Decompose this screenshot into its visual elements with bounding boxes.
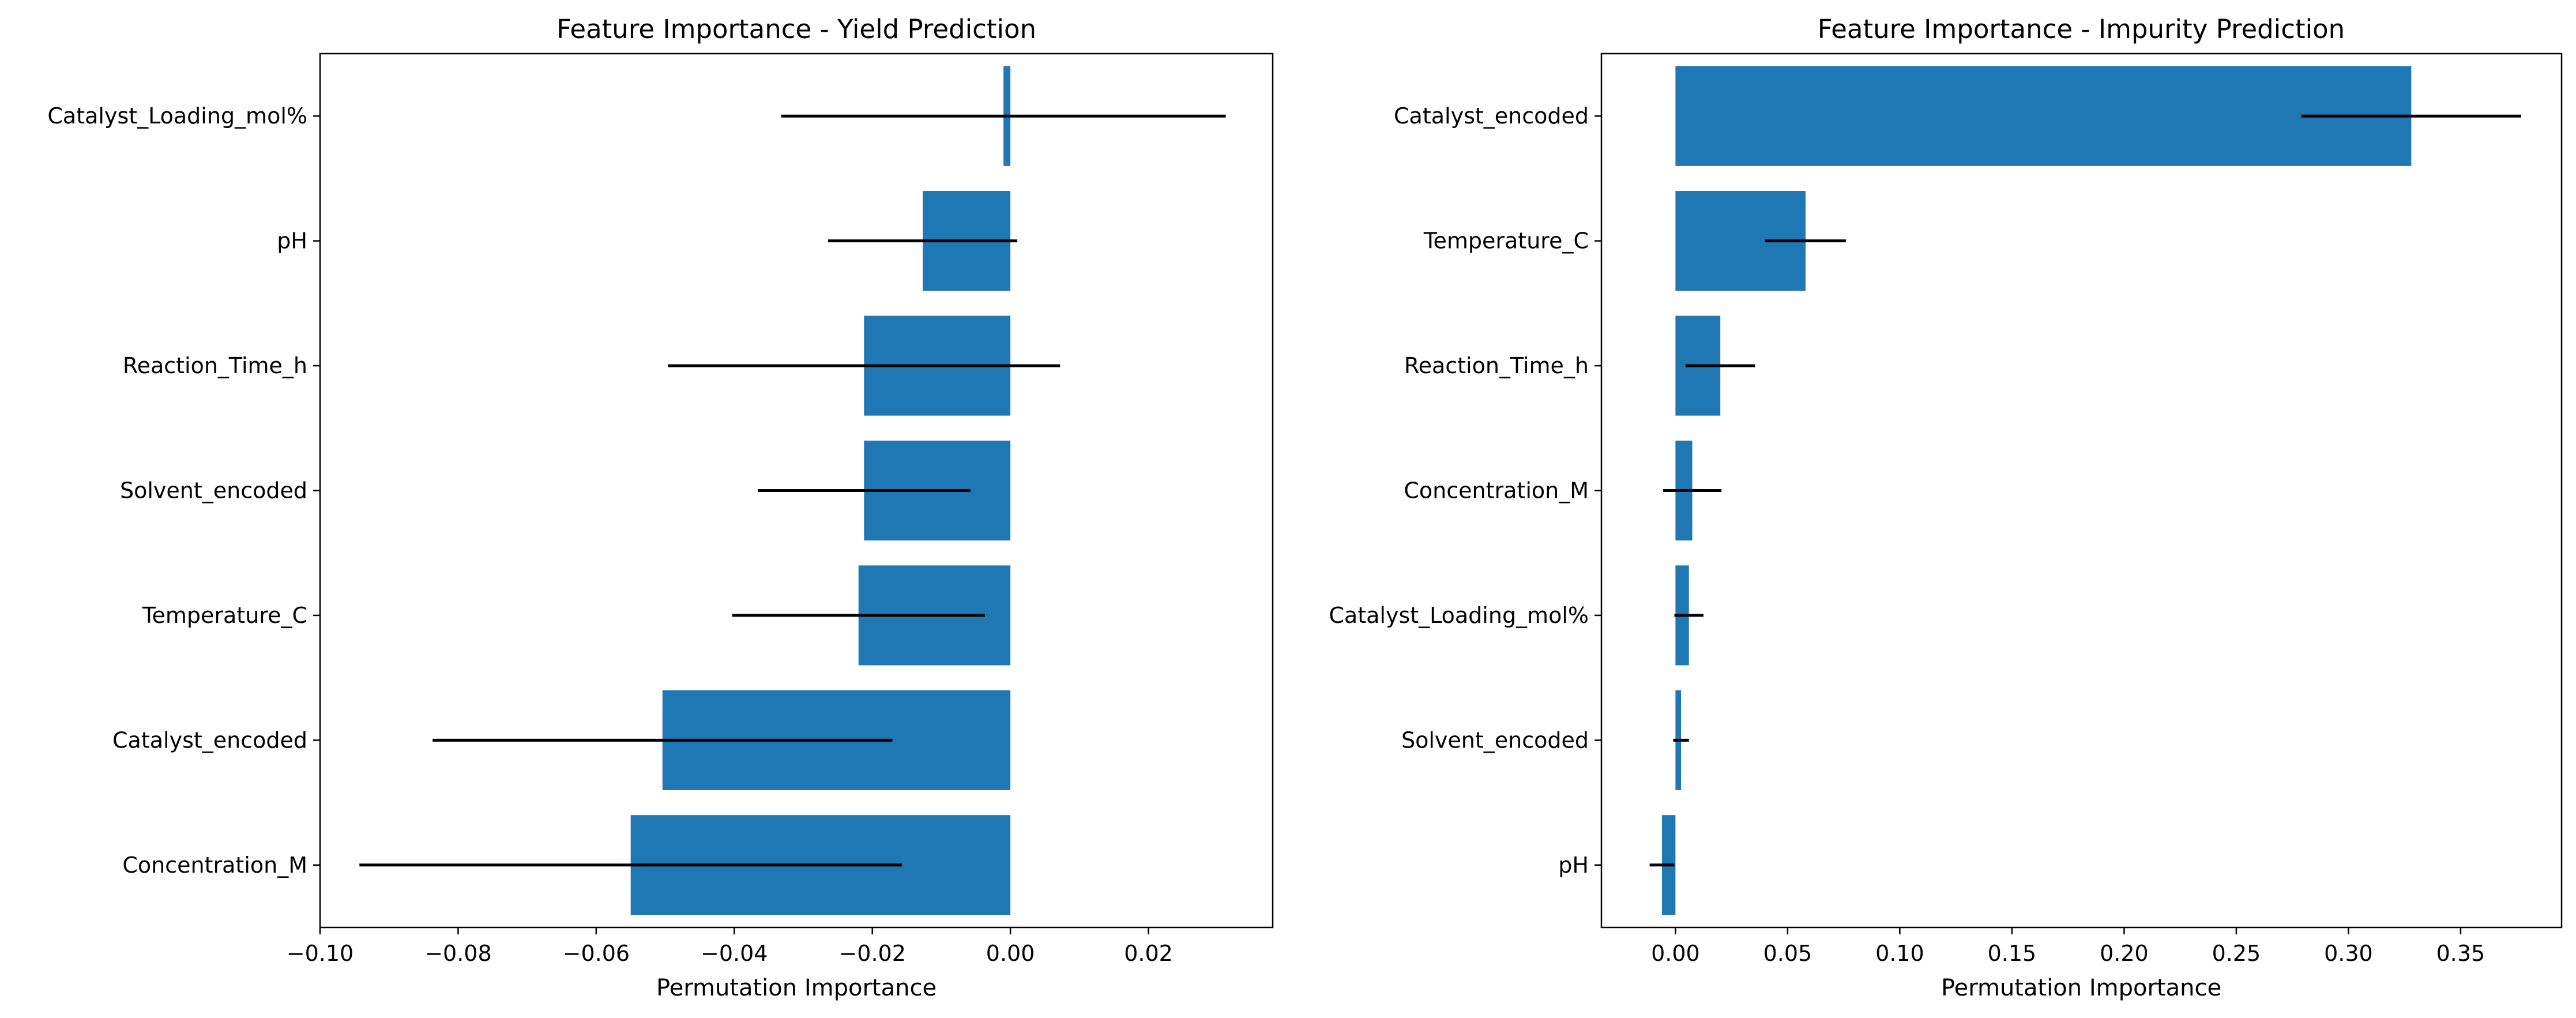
yield-ytick-label-4: Temperature_C [142,603,307,628]
impurity-ytick-label-0: Catalyst_encoded [1394,103,1589,129]
yield-xtick-label-0: −0.10 [287,941,354,966]
impurity-xtick-label-2: 0.10 [1875,941,1924,966]
impurity-chart-xlabel: Permutation Importance [1941,975,2221,1001]
impurity-ytick-label-2: Reaction_Time_h [1404,353,1589,378]
impurity-ytick-label-3: Concentration_M [1404,478,1589,504]
yield-ytick-label-6: Concentration_M [122,852,307,878]
impurity-bar-0 [1675,66,2412,166]
yield-ytick-label-5: Catalyst_encoded [112,727,307,753]
impurity-ytick-label-5: Solvent_encoded [1401,727,1589,753]
yield-chart-xlabel: Permutation Importance [656,975,937,1001]
yield-chart-plot-area: Catalyst_Loading_mol% pH Reaction_Time_h So… [47,52,1274,966]
yield-xtick-label-3: −0.04 [701,941,768,966]
yield-ytick-label-3: Solvent_encoded [120,478,307,504]
impurity-ytick-label-1: Temperature_C [1423,228,1589,254]
impurity-xtick-label-6: 0.30 [2324,941,2373,966]
yield-chart-title: Feature Importance - Yield Prediction [556,14,1036,44]
impurity-xtick-label-1: 0.05 [1763,941,1812,966]
yield-ytick-label-2: Reaction_Time_h [123,353,307,378]
yield-chart: Feature Importance - Yield Prediction Pe… [47,14,1274,1001]
yield-xtick-label-4: −0.02 [838,941,905,966]
impurity-xtick-label-3: 0.15 [1988,941,2037,966]
impurity-ytick-label-6: pH [1558,852,1589,878]
impurity-chart: Feature Importance - Impurity Prediction… [1329,14,2563,1001]
impurity-xtick-label-7: 0.35 [2436,941,2485,966]
impurity-xtick-label-5: 0.25 [2212,941,2261,966]
yield-xtick-label-1: −0.08 [424,941,491,966]
impurity-chart-title: Feature Importance - Impurity Prediction [1818,14,2345,44]
yield-xtick-label-5: 0.00 [986,941,1035,966]
yield-xtick-label-2: −0.06 [563,941,630,966]
impurity-chart-plot-area: Catalyst_encoded Temperature_C Reaction_Ti… [1329,52,2563,966]
impurity-ytick-label-4: Catalyst_Loading_mol% [1329,603,1589,628]
impurity-xtick-label-0: 0.00 [1651,941,1700,966]
yield-ytick-label-1: pH [277,228,307,254]
impurity-xtick-label-4: 0.20 [2100,941,2149,966]
yield-xtick-label-6: 0.02 [1124,941,1173,966]
yield-ytick-label-0: Catalyst_Loading_mol% [47,103,307,129]
